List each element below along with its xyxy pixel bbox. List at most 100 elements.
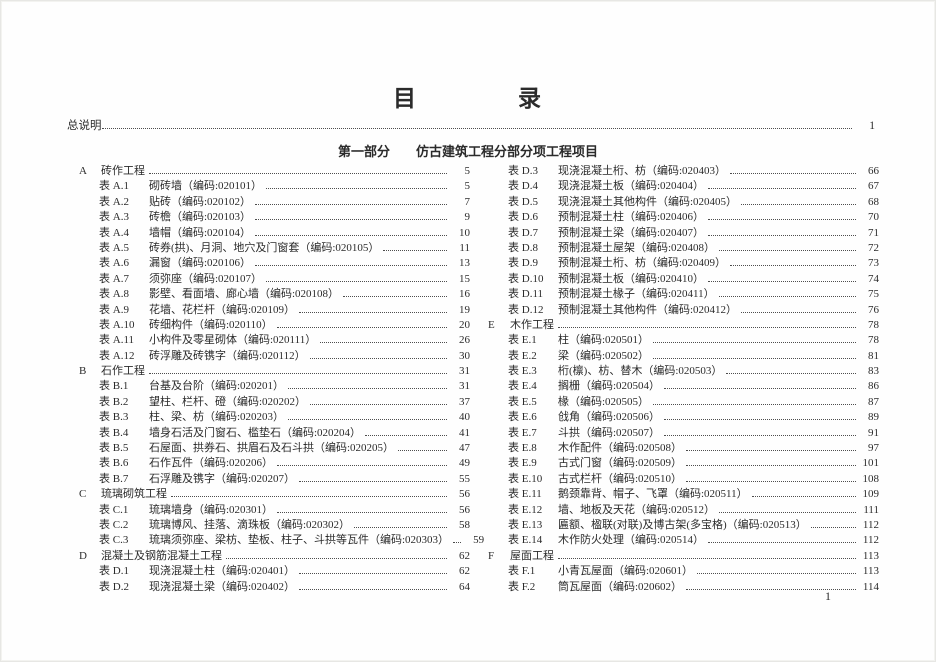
- toc-entry-label: 墙帽（编码:020104）: [149, 226, 252, 239]
- dot-leader: [653, 341, 856, 344]
- toc-row: 表 A.8 影壁、看面墙、廊心墙（编码:020108） 16: [79, 287, 470, 302]
- dot-leader: [664, 418, 856, 421]
- toc-entry-label: 砖檐（编码:020103）: [149, 211, 252, 224]
- dot-leader: [810, 526, 856, 528]
- toc-entry-number: C: [79, 488, 87, 501]
- toc-row: 表 D.2 现浇混凝土梁（编码:020402） 64: [79, 580, 470, 595]
- dot-leader: [719, 249, 856, 251]
- toc-entry-page: 20: [459, 318, 470, 331]
- dot-leader: [343, 295, 447, 298]
- dot-leader: [276, 326, 447, 328]
- toc-entry-number: 表 A.3: [99, 211, 129, 224]
- toc-entry-page: 58: [459, 518, 470, 531]
- toc-column-left: A 砖作工程 5 表 A.1 砌砖墙（编码:020101） 5 表 A.2 贴砖（编码:020…: [79, 164, 484, 595]
- toc-entry-label: 预制混凝土梁（编码:020407）: [558, 226, 705, 239]
- toc-entry-page: 59: [473, 534, 485, 547]
- toc-row: 表 E.6 戗角（编码:020506） 89: [488, 410, 879, 425]
- toc-entry-label: 混凝土及钢筋混凝土工程: [101, 549, 222, 562]
- dot-leader: [266, 187, 447, 190]
- toc-row: 表 E.14 木作防火处理（编码:020514） 112: [488, 533, 879, 548]
- toc-row: 表 D.3 现浇混凝土桁、枋（编码:020403） 66: [488, 164, 879, 179]
- toc-entry-label: 砌砖墙（编码:020101）: [149, 180, 263, 193]
- toc-row: 表 A.2 贴砖（编码:020102） 7: [79, 195, 470, 210]
- dot-leader: [383, 249, 447, 251]
- dot-leader: [453, 541, 462, 544]
- toc-entry-label: 琉璃砌筑工程: [101, 488, 167, 501]
- dot-leader: [558, 326, 856, 328]
- dot-leader: [277, 464, 447, 467]
- toc-entry-number: A: [79, 165, 87, 177]
- toc-entry-page: 67: [868, 180, 879, 193]
- toc-row: 表 C.2 琉璃博风、挂落、滴珠板（编码:020302） 58: [79, 518, 470, 533]
- toc-entry-page: 78: [868, 318, 879, 331]
- dot-leader: [730, 172, 856, 174]
- toc-entry-page: 114: [862, 580, 879, 593]
- toc-entry-label: 搁栅（编码:020504）: [558, 380, 661, 393]
- toc-entry-page: 75: [868, 288, 879, 301]
- toc-entry-label: 现浇混凝土柱（编码:020401）: [149, 565, 296, 578]
- toc-entry-label: 台基及台阶（编码:020201）: [149, 380, 285, 393]
- toc-entry-number: 表 E.7: [508, 426, 537, 439]
- dot-leader: [741, 203, 856, 205]
- toc-entry-page: 97: [868, 442, 879, 455]
- toc-entry-page: 74: [868, 272, 879, 285]
- toc-entry-label: 墙、地板及天花（编码:020512）: [558, 503, 716, 516]
- toc-entry-page: 73: [868, 257, 879, 270]
- dot-leader: [288, 387, 447, 390]
- toc-entry-number: 表 A.11: [99, 334, 135, 347]
- toc-entry-page: 26: [459, 334, 470, 347]
- toc-entry-page: 9: [464, 211, 471, 224]
- toc-entry-page: 108: [862, 472, 880, 485]
- toc-entry-number: 表 E.14: [508, 534, 543, 547]
- toc-columns: A 砖作工程 5 表 A.1 砌砖墙（编码:020101） 5 表 A.2 贴砖（编码:020…: [79, 164, 879, 595]
- toc-row: 表 A.9 花墙、花栏杆（编码:020109） 19: [79, 303, 470, 318]
- toc-entry-number: 表 D.6: [508, 211, 538, 224]
- toc-entry-page: 56: [459, 503, 470, 516]
- toc-entry-page: 113: [862, 549, 879, 562]
- toc-entry-page: 11: [459, 241, 470, 254]
- toc-column-right: 表 D.3 现浇混凝土桁、枋（编码:020403） 66 表 D.4 现浇混凝土板（编码…: [488, 164, 879, 595]
- toc-entry-page: 15: [459, 272, 470, 285]
- toc-entry-label: 筒瓦屋面（编码:020602）: [558, 580, 683, 593]
- toc-entry-label: 须弥座（编码:020107）: [149, 272, 263, 285]
- dot-leader: [266, 280, 447, 282]
- dot-leader: [299, 588, 447, 590]
- toc-entry-label: 贴砖（编码:020102）: [149, 195, 252, 208]
- toc-entry-page: 112: [862, 518, 879, 531]
- toc-entry-page: 83: [868, 365, 879, 378]
- toc-entry-number: 表 D.9: [508, 257, 538, 270]
- toc-entry-label: 望柱、栏杆、磴（编码:020202）: [149, 395, 307, 408]
- toc-row: 表 B.5 石屋面、拱券石、拱眉石及石斗拱（编码:020205） 47: [79, 441, 470, 456]
- toc-entry-page: 62: [459, 549, 470, 562]
- toc-entry-label: 琉璃博风、挂落、滴珠板（编码:020302）: [149, 518, 351, 531]
- dot-leader: [149, 172, 447, 174]
- toc-entry-label: 预制混凝土柱（编码:020406）: [558, 211, 705, 224]
- toc-entry-page: 37: [459, 395, 470, 408]
- toc-entry-page: 101: [862, 457, 880, 470]
- toc-entry-page: 49: [459, 457, 470, 470]
- toc-entry-number: 表 B.7: [99, 472, 129, 485]
- toc-entry-number: 表 A.7: [99, 272, 129, 285]
- toc-entry-number: 表 E.3: [508, 365, 537, 378]
- toc-entry-number: 表 D.7: [508, 226, 538, 239]
- toc-entry-number: 表 F.1: [508, 565, 536, 578]
- toc-entry-label: 砖细构件（编码:020110）: [149, 318, 273, 331]
- dot-leader: [255, 218, 447, 221]
- dot-leader: [255, 264, 447, 267]
- toc-entry-page: 68: [868, 195, 879, 208]
- toc-entry-page: 109: [862, 488, 880, 501]
- toc-entry-label: 柱（编码:020501）: [558, 334, 650, 347]
- toc-row: 表 E.2 梁（编码:020502） 81: [488, 349, 879, 364]
- toc-entry-label: 砖作工程: [101, 165, 145, 177]
- toc-entry-page: 66: [868, 165, 879, 177]
- toc-row: 表 B.6 石作瓦件（编码:020206） 49: [79, 456, 470, 471]
- toc-entry-page: 31: [459, 365, 470, 378]
- toc-row: C 琉璃砌筑工程 56: [79, 487, 470, 502]
- toc-entry-number: B: [79, 365, 87, 378]
- toc-entry-label: 屋面工程: [510, 549, 554, 562]
- toc-entry-label: 现浇混凝土其他构件（编码:020405）: [558, 195, 738, 208]
- toc-row: 表 D.1 现浇混凝土柱（编码:020401） 62: [79, 564, 470, 579]
- toc-row: 表 D.9 预制混凝土桁、枋（编码:020409） 73: [488, 256, 879, 271]
- dot-leader: [288, 418, 447, 421]
- toc-row: 表 A.7 须弥座（编码:020107） 15: [79, 272, 470, 287]
